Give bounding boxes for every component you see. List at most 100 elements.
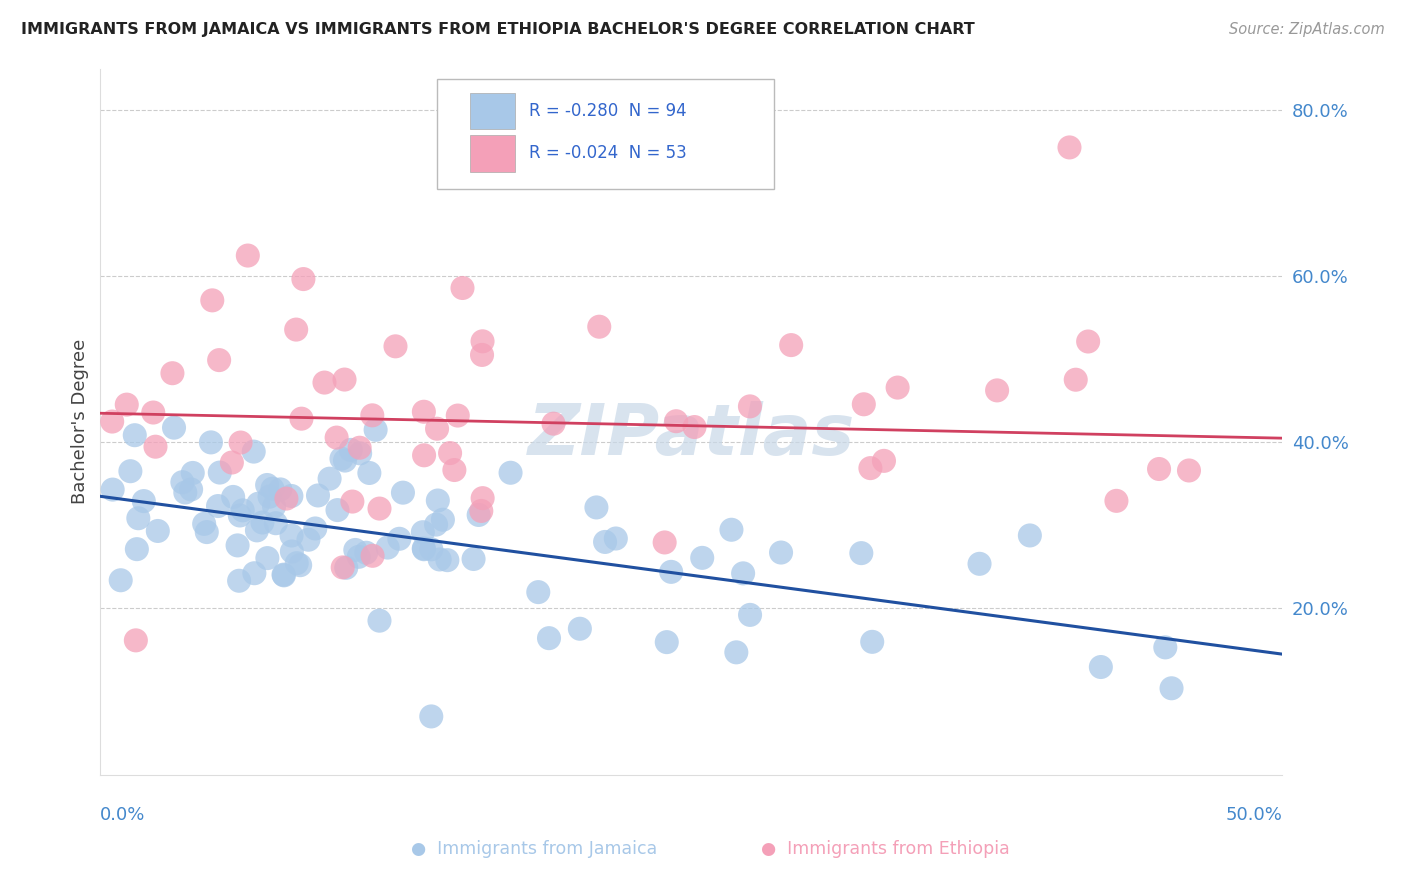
Point: [859, 461, 882, 475]
Point: [256, 478, 278, 492]
Point: [252, 516, 274, 530]
Point: [349, 441, 371, 455]
Point: [852, 397, 875, 411]
Point: [471, 491, 494, 505]
Point: [1105, 493, 1128, 508]
Point: [364, 423, 387, 437]
Point: [588, 319, 610, 334]
Point: [720, 523, 742, 537]
Point: [420, 542, 443, 557]
Point: [195, 524, 218, 539]
Point: [499, 466, 522, 480]
Point: [451, 281, 474, 295]
Point: [1090, 660, 1112, 674]
Point: [101, 483, 124, 497]
Point: [146, 524, 169, 538]
Text: IMMIGRANTS FROM JAMAICA VS IMMIGRANTS FROM ETHIOPIA BACHELOR'S DEGREE CORRELATIO: IMMIGRANTS FROM JAMAICA VS IMMIGRANTS FR…: [21, 22, 974, 37]
Point: [873, 454, 896, 468]
Text: 50.0%: 50.0%: [1226, 806, 1282, 824]
Point: [426, 493, 449, 508]
Point: [163, 420, 186, 434]
Point: [208, 466, 231, 480]
Point: [860, 635, 883, 649]
Point: [276, 491, 298, 506]
Point: [1178, 463, 1201, 477]
Point: [285, 556, 308, 570]
Point: [665, 414, 688, 428]
Point: [314, 376, 336, 390]
Point: [436, 553, 458, 567]
Point: [738, 400, 761, 414]
Point: [349, 446, 371, 460]
Point: [339, 442, 361, 457]
Point: [1077, 334, 1099, 349]
Point: [463, 552, 485, 566]
Point: [236, 248, 259, 262]
Point: [1059, 140, 1081, 154]
Point: [585, 500, 607, 515]
Point: [384, 339, 406, 353]
Point: [326, 503, 349, 517]
Point: [733, 566, 755, 581]
Point: [222, 490, 245, 504]
Point: [420, 709, 443, 723]
Point: [125, 633, 148, 648]
Point: [242, 444, 264, 458]
Point: [359, 466, 381, 480]
Point: [412, 405, 434, 419]
Point: [470, 504, 492, 518]
Point: [280, 489, 302, 503]
Point: [281, 544, 304, 558]
Point: [368, 614, 391, 628]
Point: [368, 501, 391, 516]
Point: [654, 535, 676, 549]
Bar: [470, 93, 515, 129]
Point: [659, 565, 682, 579]
Point: [226, 538, 249, 552]
Point: [304, 521, 326, 535]
Text: R = -0.024  N = 53: R = -0.024 N = 53: [530, 145, 688, 162]
Text: ●  Immigrants from Ethiopia: ● Immigrants from Ethiopia: [762, 840, 1010, 858]
Point: [180, 483, 202, 497]
Text: 0.0%: 0.0%: [100, 806, 146, 824]
Point: [307, 488, 329, 502]
Point: [229, 435, 252, 450]
Point: [388, 532, 411, 546]
Point: [288, 558, 311, 573]
Point: [221, 456, 243, 470]
Point: [181, 466, 204, 480]
Point: [1160, 681, 1182, 696]
Point: [354, 546, 377, 560]
Point: [467, 508, 489, 522]
Point: [142, 405, 165, 419]
Point: [690, 550, 713, 565]
Point: [333, 373, 356, 387]
Point: [162, 366, 184, 380]
Point: [593, 535, 616, 549]
Point: [342, 494, 364, 508]
Point: [280, 528, 302, 542]
Point: [208, 353, 231, 368]
Point: [1064, 373, 1087, 387]
Point: [969, 557, 991, 571]
Text: Source: ZipAtlas.com: Source: ZipAtlas.com: [1229, 22, 1385, 37]
Point: [200, 435, 222, 450]
Point: [145, 440, 167, 454]
Point: [738, 607, 761, 622]
Point: [174, 485, 197, 500]
Point: [132, 494, 155, 508]
Point: [229, 508, 252, 523]
Point: [361, 549, 384, 563]
Point: [361, 409, 384, 423]
Point: [780, 338, 803, 352]
Point: [333, 453, 356, 467]
Text: ZIPatlas: ZIPatlas: [527, 401, 855, 470]
Point: [1154, 640, 1177, 655]
Point: [770, 545, 793, 559]
Point: [247, 497, 270, 511]
Point: [347, 549, 370, 564]
Point: [101, 415, 124, 429]
Point: [332, 560, 354, 574]
Point: [471, 348, 494, 362]
Point: [377, 541, 399, 555]
